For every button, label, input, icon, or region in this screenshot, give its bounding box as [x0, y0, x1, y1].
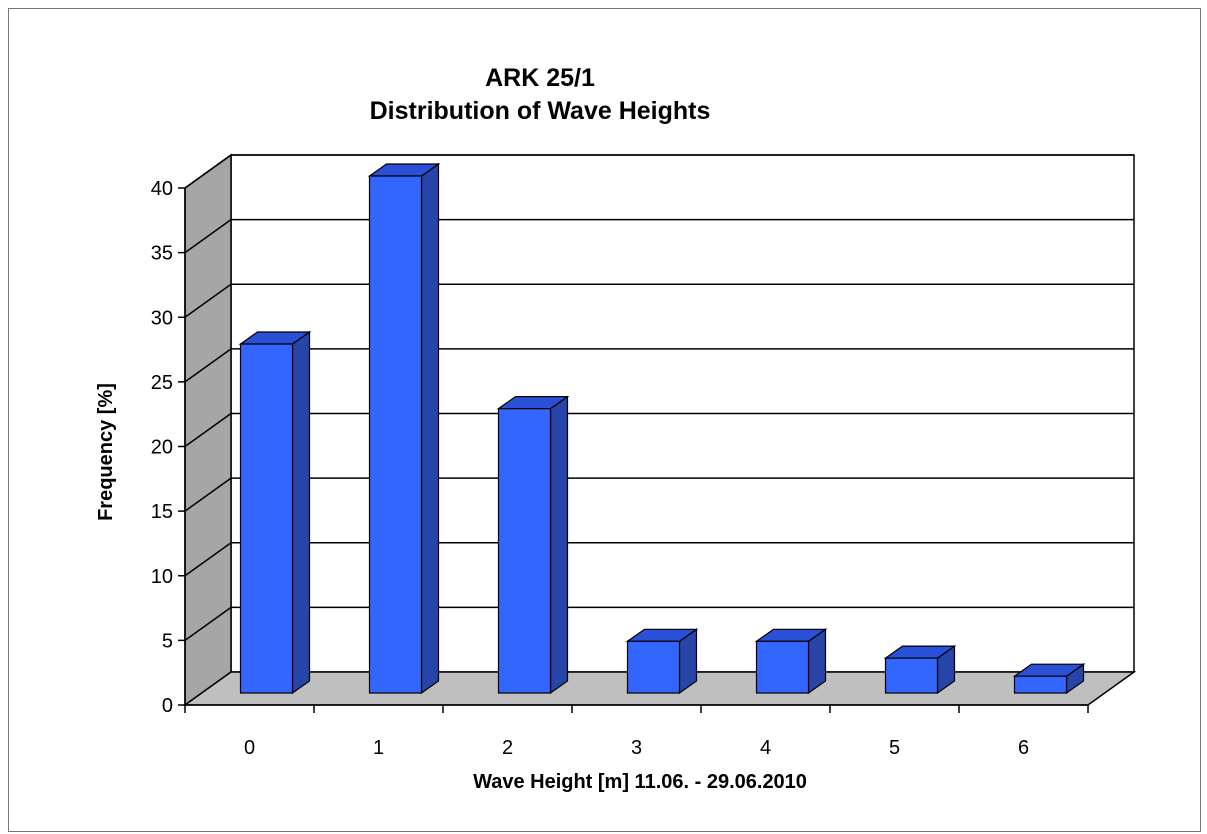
gridline: [184, 283, 1134, 318]
bar-front-face: [884, 657, 939, 694]
bar-front-face: [497, 408, 552, 694]
gridline: [184, 348, 1134, 383]
chart-title-line-1: ARK 25/1: [485, 64, 595, 92]
y-tick-label: 30: [151, 307, 173, 329]
y-axis-title: Frequency [%]: [95, 383, 117, 521]
bar-side-face: [420, 162, 440, 695]
bar: [496, 395, 570, 695]
bar: [367, 162, 441, 695]
x-tick-label: 1: [373, 737, 384, 759]
y-tick-label: 35: [151, 243, 173, 265]
chart-title-line-2: Distribution of Wave Heights: [369, 97, 711, 125]
x-tick-label: 0: [244, 737, 255, 759]
bar-front-face: [755, 640, 810, 694]
x-tick-label: 5: [889, 737, 900, 759]
bar: [238, 330, 312, 695]
bar: [625, 628, 699, 695]
y-tick-label: 0: [162, 695, 173, 717]
bar-side-face: [291, 330, 311, 695]
bar: [754, 628, 828, 695]
bar-front-face: [1013, 675, 1068, 694]
y-tick-label: 15: [151, 501, 173, 523]
bars: [238, 162, 1086, 695]
x-tick-label: 6: [1018, 737, 1029, 759]
y-tick-label: 25: [151, 372, 173, 394]
y-tick-label: 20: [151, 437, 173, 459]
gridline: [184, 606, 1134, 641]
y-tick-labels: 0 5 10 15 20 25 30 35 40: [151, 178, 173, 717]
gridline: [184, 542, 1134, 577]
x-tick-label: 2: [502, 737, 513, 759]
bar: [883, 644, 957, 695]
gridline: [184, 154, 1134, 189]
axes: [178, 187, 1089, 713]
plot-walls: [182, 153, 1137, 707]
chart-title: ARK 25/1 Distribution of Wave Heights: [0, 62, 1080, 128]
bar-side-face: [549, 395, 569, 695]
bar-front-face: [368, 175, 423, 694]
gridline: [184, 412, 1134, 448]
gridline: [184, 218, 1134, 254]
bar-front-face: [626, 640, 681, 694]
y-tick-label: 10: [151, 566, 173, 588]
x-tick-label: 3: [631, 737, 642, 759]
bar: [1012, 663, 1086, 695]
y-tick-label: 5: [162, 630, 173, 652]
gridlines: [184, 154, 1134, 641]
gridline: [184, 477, 1134, 512]
x-axis-title: Wave Height [m] 11.06. - 29.06.2010: [473, 771, 807, 793]
x-tick-label: 4: [760, 737, 771, 759]
bar-front-face: [239, 343, 294, 694]
y-tick-label: 40: [151, 178, 173, 200]
x-tick-labels: 0 1 2 3 4 5 6: [244, 737, 1029, 759]
